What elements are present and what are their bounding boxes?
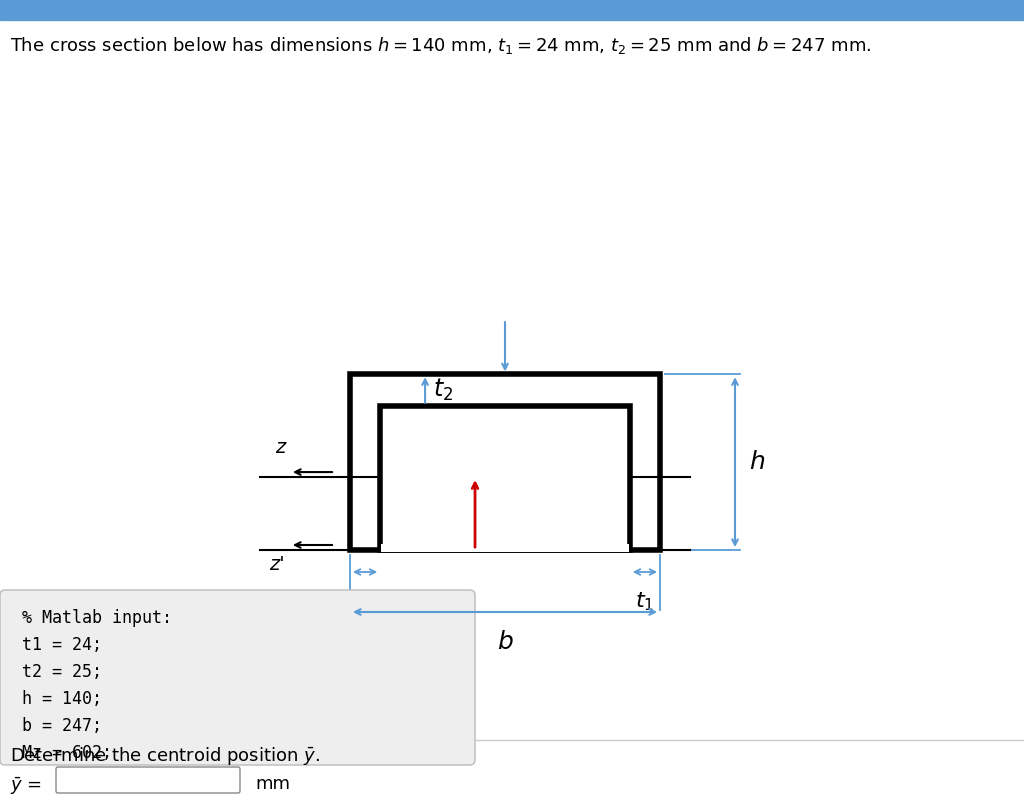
Text: The cross section below has dimensions $h = 140$ mm, $t_1 = 24$ mm, $t_2 = 25$ m: The cross section below has dimensions $… [10,35,871,56]
Bar [350,374,660,550]
Bar [380,405,630,550]
Text: z': z' [269,555,285,574]
Text: $t_1$: $t_1$ [355,590,375,613]
Text: $\bar{y}$ =: $\bar{y}$ = [10,775,42,795]
Bar [381,544,629,552]
Text: Determine the centroid position $\bar{y}$.: Determine the centroid position $\bar{y}… [10,745,319,767]
Text: $b$: $b$ [497,630,513,654]
Text: $h$: $h$ [749,450,765,474]
Text: mm: mm [255,775,290,793]
Text: % Matlab input:
t1 = 24;
t2 = 25;
h = 140;
b = 247;
Mz = 602;: % Matlab input: t1 = 24; t2 = 25; h = 14… [22,609,172,762]
Text: $t_2$: $t_2$ [433,377,454,403]
Text: $t_1$: $t_1$ [635,590,654,613]
Text: z: z [274,438,285,457]
Text: $\bar{y}$: $\bar{y}$ [437,502,453,525]
FancyBboxPatch shape [0,590,475,765]
FancyBboxPatch shape [56,767,240,793]
Bar [0,0,1024,20]
